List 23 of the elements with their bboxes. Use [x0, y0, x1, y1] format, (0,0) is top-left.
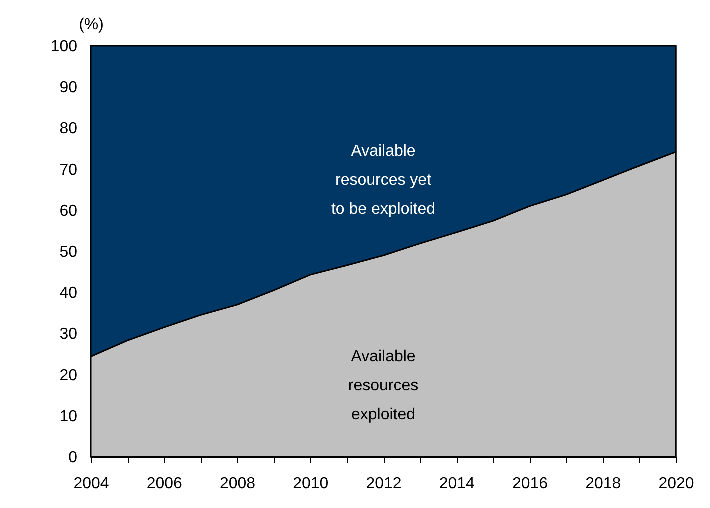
x-tick-label: 2010	[293, 476, 329, 492]
x-tick-label: 2014	[439, 476, 476, 492]
y-tick-label: 0	[68, 450, 78, 466]
y-tick-label: 90	[60, 80, 78, 97]
y-tick-label: 70	[60, 162, 78, 179]
x-tick-label: 2004	[74, 476, 110, 492]
series-label: Available resources yet to be exploited	[331, 142, 436, 218]
x-tick-label: 2020	[658, 476, 694, 492]
y-tick-label: 10	[60, 408, 78, 426]
y-tick-label: 40	[60, 285, 78, 302]
y-tick-label: 100	[50, 38, 78, 56]
y-axis-title: (%)	[79, 16, 104, 34]
x-tick-label: 2018	[586, 476, 622, 492]
y-tick-label: 30	[60, 326, 78, 344]
y-tick-label: 50	[60, 244, 78, 261]
x-tick-label: 2012	[366, 476, 402, 492]
x-tick-label: 2016	[512, 476, 548, 492]
y-tick-label: 60	[60, 202, 78, 220]
y-tick-label: 20	[60, 367, 78, 384]
series-label: Available resources exploited	[348, 348, 419, 424]
x-tick-label: 2006	[146, 476, 183, 492]
x-tick-label: 2008	[220, 476, 256, 492]
y-tick-label: 80	[60, 120, 78, 138]
